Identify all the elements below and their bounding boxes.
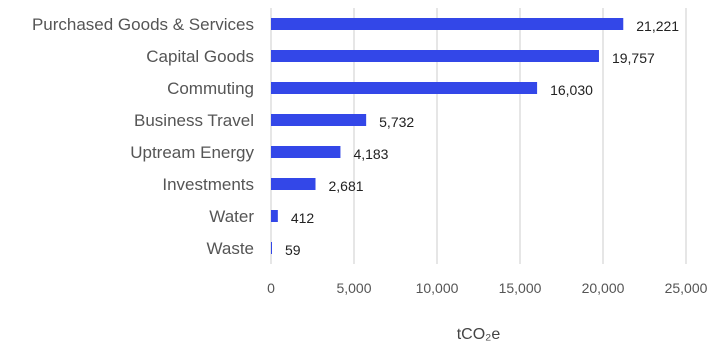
- category-label: Commuting: [167, 79, 254, 98]
- value-label: 2,681: [329, 178, 364, 194]
- category-label: Investments: [162, 175, 254, 194]
- bars: [271, 18, 624, 254]
- category-label: Purchased Goods & Services: [32, 15, 254, 34]
- value-label: 4,183: [353, 146, 388, 162]
- category-label: Uptream Energy: [130, 143, 254, 162]
- value-label: 412: [291, 210, 315, 226]
- value-labels: 21,221 19,757 16,030 5,732 4,183 2,681 412 59: [285, 18, 679, 258]
- value-label: 59: [285, 242, 301, 258]
- bar: [271, 146, 341, 158]
- category-labels: Purchased Goods & Services Capital Goods C…: [32, 15, 255, 258]
- x-tick-label: 0: [267, 280, 275, 296]
- x-axis-ticks: 0 5,000 10,000 15,000 20,000 25,000: [267, 280, 708, 296]
- value-label: 19,757: [612, 50, 655, 66]
- category-label: Waste: [206, 239, 254, 258]
- x-tick-label: 15,000: [499, 280, 542, 296]
- bar: [271, 178, 316, 190]
- x-tick-label: 5,000: [336, 280, 371, 296]
- category-label: Business Travel: [134, 111, 254, 130]
- category-label: Water: [209, 207, 254, 226]
- value-label: 5,732: [379, 114, 414, 130]
- bar: [271, 210, 278, 222]
- value-label: 16,030: [550, 82, 593, 98]
- bar: [271, 114, 367, 126]
- bar: [271, 82, 538, 94]
- x-tick-label: 10,000: [416, 280, 459, 296]
- x-tick-label: 25,000: [665, 280, 708, 296]
- bar: [271, 18, 624, 30]
- x-axis-title: tCO₂e: [457, 326, 501, 343]
- x-tick-label: 20,000: [582, 280, 625, 296]
- bar: [271, 50, 599, 62]
- gridlines: [270, 8, 687, 264]
- bar: [271, 242, 272, 254]
- value-label: 21,221: [636, 18, 679, 34]
- category-label: Capital Goods: [146, 47, 254, 66]
